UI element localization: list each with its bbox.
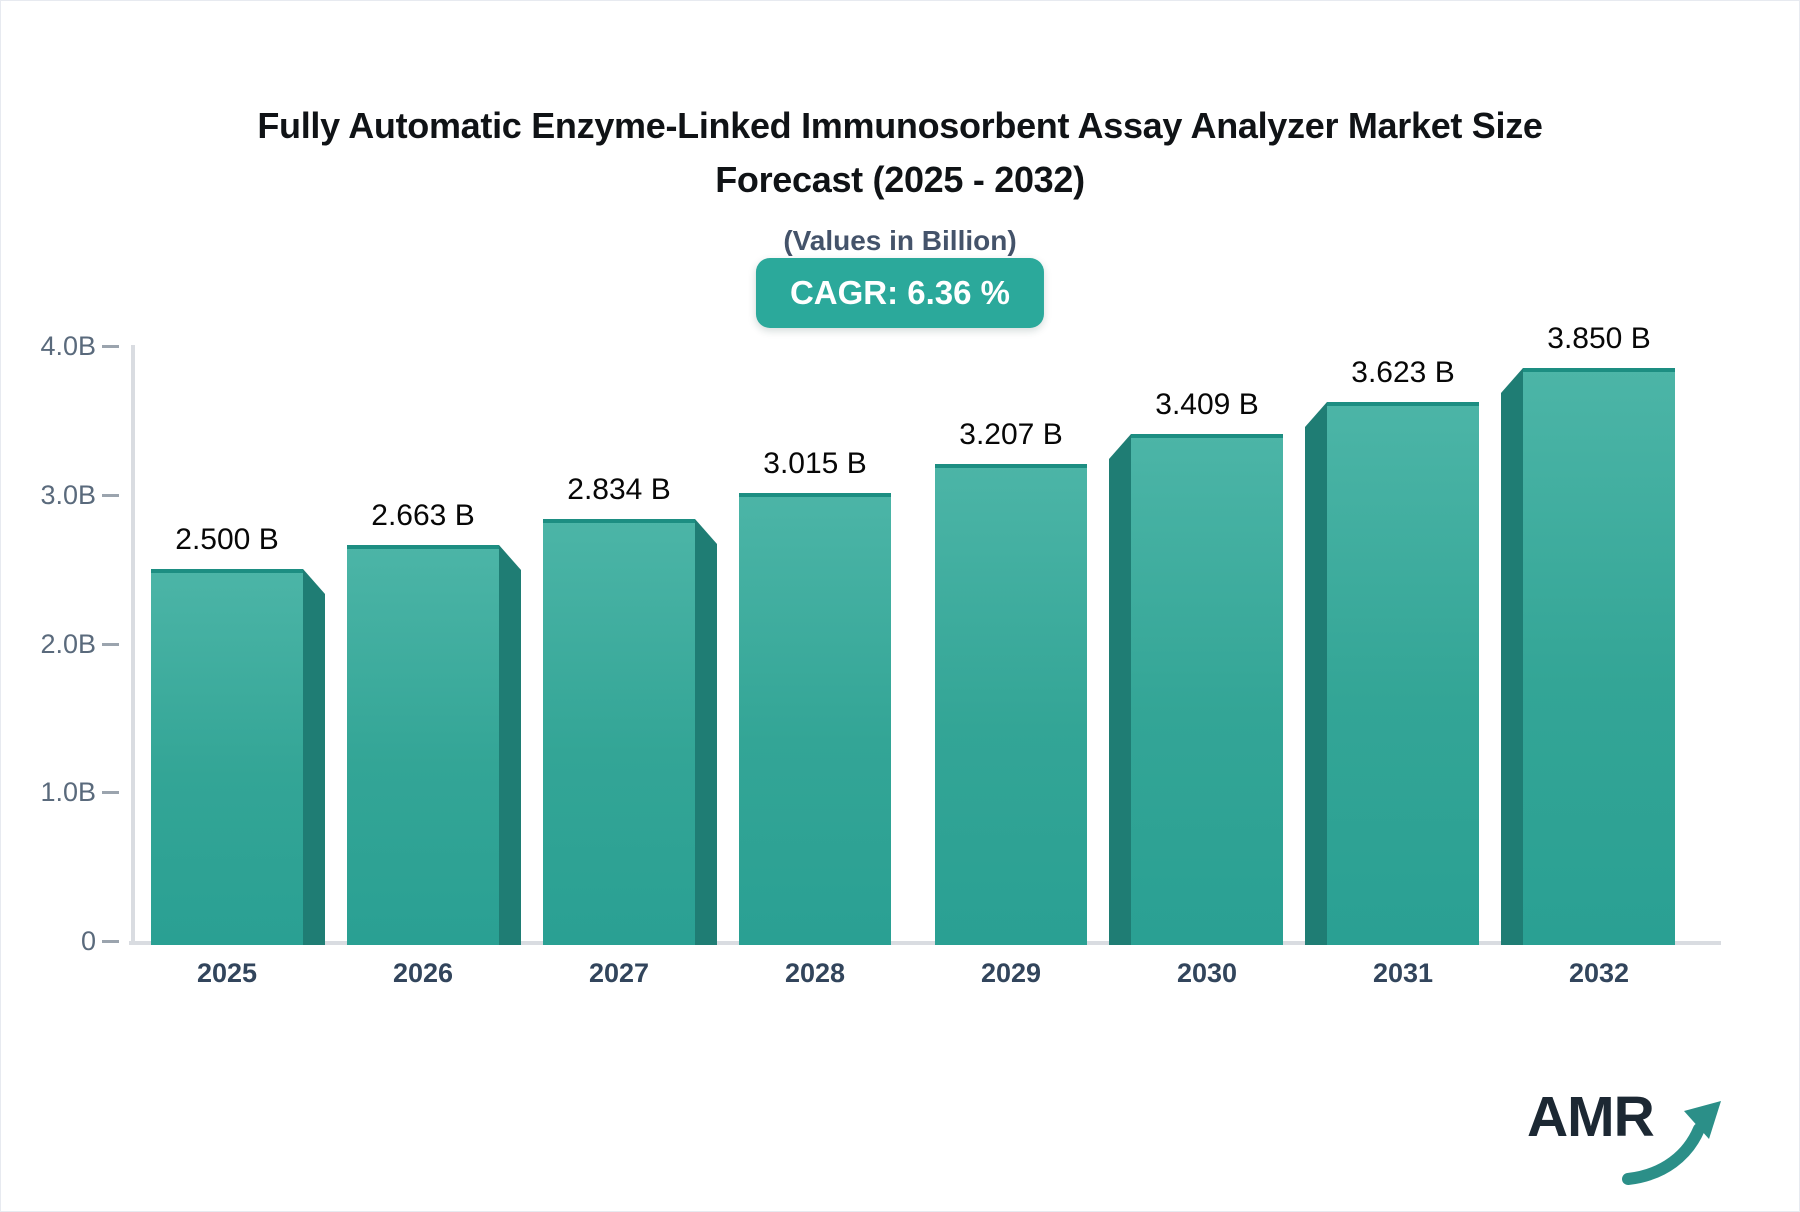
bar-value-label: 3.623 B: [1351, 356, 1455, 389]
y-tick-label: 0: [80, 926, 96, 956]
bar-value-label: 3.015 B: [763, 447, 867, 480]
bar-top-edge: [543, 519, 695, 523]
bar-2027[interactable]: [543, 519, 695, 945]
chart-title: Fully Automatic Enzyme-Linked Immunosorb…: [1, 99, 1799, 207]
bar-side-face: [1305, 402, 1327, 945]
bar-top-edge: [1523, 368, 1675, 372]
y-tick-label: 3.0B: [40, 479, 96, 510]
bar-side-face: [1501, 368, 1523, 945]
chart-subtitle: (Values in Billion): [783, 225, 1017, 256]
bar-2029[interactable]: [935, 464, 1087, 945]
bar-top-edge: [739, 493, 891, 497]
x-tick-label-2032: 2032: [1568, 958, 1630, 988]
x-tick-label-2030: 2030: [1176, 958, 1238, 988]
bar-2028[interactable]: [739, 493, 891, 945]
y-tick-label: 1.0B: [40, 777, 96, 808]
bar-value-label: 2.500 B: [175, 523, 279, 556]
bar-top-edge: [1131, 434, 1283, 438]
bar-2025[interactable]: [151, 569, 303, 945]
x-axis-line: [129, 941, 1721, 945]
bar-side-face: [1109, 434, 1131, 945]
y-tick-mark: [102, 642, 119, 646]
bar-side-face: [695, 519, 717, 945]
bar-2031[interactable]: [1327, 402, 1479, 945]
bar-top-edge: [151, 569, 303, 573]
x-tick-label-2029: 2029: [980, 958, 1042, 988]
y-tick-mark: [102, 493, 119, 497]
y-tick-mark: [102, 940, 119, 943]
y-tick-label: 4.0B: [40, 331, 96, 361]
x-tick-label-2031: 2031: [1372, 958, 1434, 988]
growth-arrow-icon: [1621, 1101, 1721, 1185]
chart-title-line2: Forecast (2025 - 2032): [715, 159, 1085, 200]
amr-logo-text: AMR: [1527, 1085, 1655, 1149]
y-tick-mark: [102, 345, 119, 348]
bar-value-label: 3.409 B: [1155, 388, 1259, 421]
bar-value-label: 2.663 B: [371, 499, 475, 532]
y-tick-mark: [102, 791, 119, 795]
amr-logo: AMR: [1527, 1087, 1732, 1187]
bar-2026[interactable]: [347, 545, 499, 945]
bar-value-label: 3.850 B: [1547, 322, 1651, 355]
x-tick-label-2028: 2028: [784, 958, 846, 988]
bar-top-edge: [935, 464, 1087, 468]
bar-side-face: [499, 545, 521, 945]
bar-value-label: 2.834 B: [567, 473, 671, 506]
bar-2030[interactable]: [1131, 434, 1283, 945]
cagr-badge: CAGR: 6.36 %: [755, 258, 1045, 328]
bar-top-edge: [1327, 402, 1479, 406]
chart-title-line1: Fully Automatic Enzyme-Linked Immunosorb…: [257, 105, 1543, 146]
y-tick-label: 2.0B: [40, 628, 96, 659]
x-tick-label-2026: 2026: [392, 958, 454, 988]
y-axis-line: [131, 345, 135, 945]
bar-side-face: [303, 569, 325, 945]
bar-top-edge: [347, 545, 499, 549]
x-tick-label-2025: 2025: [196, 958, 258, 988]
bar-value-label: 3.207 B: [959, 418, 1063, 451]
x-tick-label-2027: 2027: [588, 958, 650, 988]
bar-2032[interactable]: [1523, 368, 1675, 945]
